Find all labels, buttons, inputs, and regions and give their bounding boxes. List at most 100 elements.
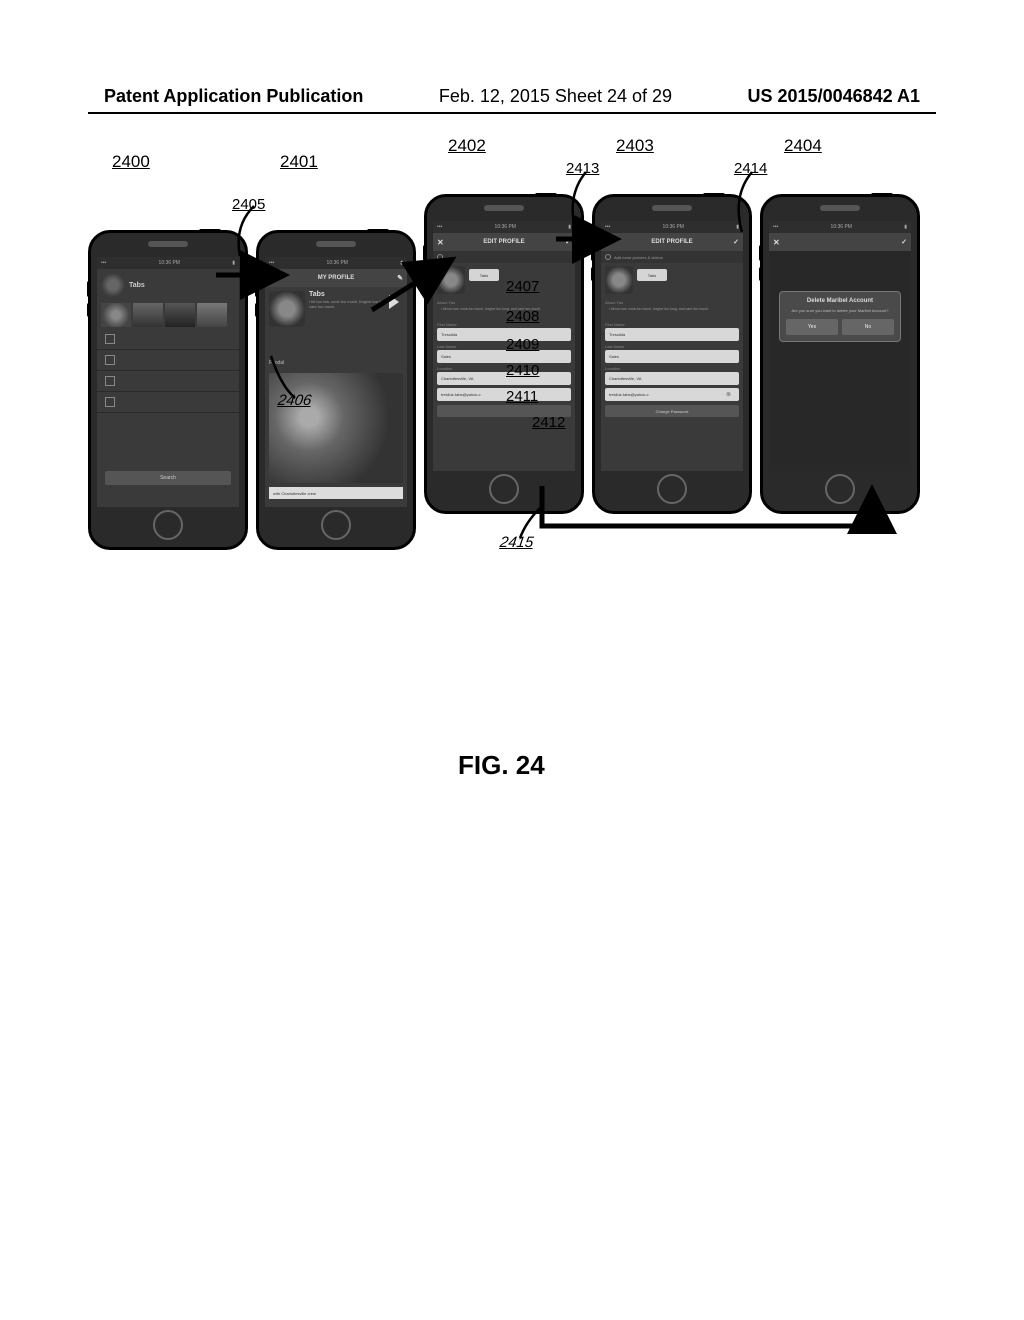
header-left-text: Patent Application Publication [104,86,363,107]
last-name-label: Last Name [437,344,571,349]
volume-button-stub-2 [87,303,91,317]
email-group: tresilue.tabs@yahoo.c ⊗ [601,388,743,401]
bio-text: i hit too low, cook too much, forgive to… [605,305,739,319]
first-name-label: First Name [605,322,739,327]
page-header: Patent Application Publication Feb. 12, … [0,86,1024,107]
email-input: tresilue.tabs@yahoo.c ⊗ [605,388,739,401]
phones-row: ••• 10:36 PM ▮ Tabs [88,160,936,700]
delete-account-dialog: Delete Maribel Account Are you sure you … [779,291,901,342]
modal-backdrop [769,251,911,471]
power-button-stub [199,229,221,233]
location-input: Charlottesville, VA [605,372,739,385]
ref-2411: 2411 [506,388,538,405]
ref-2410: 2410 [506,362,539,379]
clear-icon: ⊗ [726,391,731,398]
arrow-2402-to-2404 [542,486,902,551]
form-tag: Tabs [469,269,499,281]
title-text: MY PROFILE [318,275,355,281]
email-group: tresilue.tabs@yahoo.c [433,388,575,401]
volume-button-stub-2 [255,303,259,317]
lead-2406 [271,356,311,411]
clock: 10:36 PM [159,260,180,266]
titlebar-2402: ✕ EDIT PROFILE ✓ [433,233,575,251]
first-name-input: Tressilda [605,328,739,341]
header-rule [88,112,936,114]
dialog-buttons: Yes No [786,319,894,335]
first-name-input: Tressilda [437,328,571,341]
last-name-input: Sales [605,350,739,363]
last-name-group: Last Name Sales [601,344,743,363]
title-text: EDIT PROFILE [483,239,524,245]
form-avatar [605,266,633,294]
signal-icon: ••• [437,224,442,230]
menu-item-1 [97,329,239,350]
title-text: EDIT PROFILE [651,239,692,245]
location-input: Charlottesville, VA [437,372,571,385]
figure-label: FIG. 24 [458,750,545,781]
clock: 10:36 PM [327,260,348,266]
volume-button-stub [87,281,91,297]
last-name-input: Sales [437,350,571,363]
power-button-stub [535,193,557,197]
menu-icon [105,376,115,386]
volume-button-stub-2 [759,267,763,281]
avatar [101,273,125,297]
header-right-text: US 2015/0046842 A1 [748,86,920,107]
email-value: tresilue.tabs@yahoo.c [609,392,649,397]
volume-button-stub [759,245,763,261]
figure-24-area: ••• 10:36 PM ▮ Tabs [88,130,936,1220]
close-icon: ✕ [437,238,444,247]
ref-2403: 2403 [616,136,654,156]
arrow-2401-to-2402 [372,254,462,329]
header-center-text: Feb. 12, 2015 Sheet 24 of 29 [439,86,672,107]
location-label: Location [605,366,739,371]
patent-page: Patent Application Publication Feb. 12, … [0,0,1024,1320]
form-tag: Tabs [637,269,667,281]
ref-2412: 2412 [532,414,565,431]
done-icon: ✓ [901,238,907,246]
ref-2401: 2401 [280,152,318,172]
statusbar: ••• 10:36 PM ▮ [769,221,911,233]
arrow-2400-to-2401 [216,260,294,295]
clock: 10:36 PM [663,224,684,230]
username-label: Tabs [129,282,145,289]
form-header: Tabs [601,263,743,297]
signal-icon: ••• [101,260,106,266]
avatar-large [269,291,305,327]
thumb-1 [101,303,131,327]
last-name-label: Last Name [605,344,739,349]
ref-2402: 2402 [448,136,486,156]
content-2404: Delete Maribel Account Are you sure you … [769,251,911,471]
thumbnail-row [97,301,239,329]
location-label: Location [437,366,571,371]
dialog-title: Delete Maribel Account [786,298,894,304]
menu-icon [105,397,115,407]
dialog-message: Are you sure you want to delete your Mar… [786,308,894,313]
content-2403: Tabs About You i hit too low, cook too m… [601,263,743,471]
ref-2409: 2409 [506,336,539,353]
email-input: tresilue.tabs@yahoo.c [437,388,571,401]
volume-button-stub-2 [591,267,595,281]
titlebar-2404: ✕ ✓ [769,233,911,251]
location-group: Location Charlottesville, VA [433,366,575,385]
field-bio-group: About You i hit too low, cook too much, … [601,300,743,319]
no-button: No [842,319,894,335]
menu-icon [105,355,115,365]
menu-item-4 [97,392,239,413]
menu-item-3 [97,371,239,392]
lead-2414 [738,172,788,247]
ref-2400: 2400 [112,152,150,172]
menu-item-2 [97,350,239,371]
screen-2404: ••• 10:36 PM ▮ ✕ ✓ Delete Maribel Accoun… [769,221,911,471]
ref-2408: 2408 [506,308,539,325]
power-button-stub [367,229,389,233]
power-button-stub [871,193,893,197]
thumb-4 [197,303,227,327]
battery-icon: ▮ [904,224,907,230]
statusbar: ••• 10:36 PM ▮ [433,221,575,233]
thumb-2 [133,303,163,327]
bottom-search-btn: Search [105,471,231,485]
caption-bar: with Charlottesville crew [269,487,403,499]
first-name-group: First Name Tressilda [601,322,743,341]
clock: 10:36 PM [495,224,516,230]
